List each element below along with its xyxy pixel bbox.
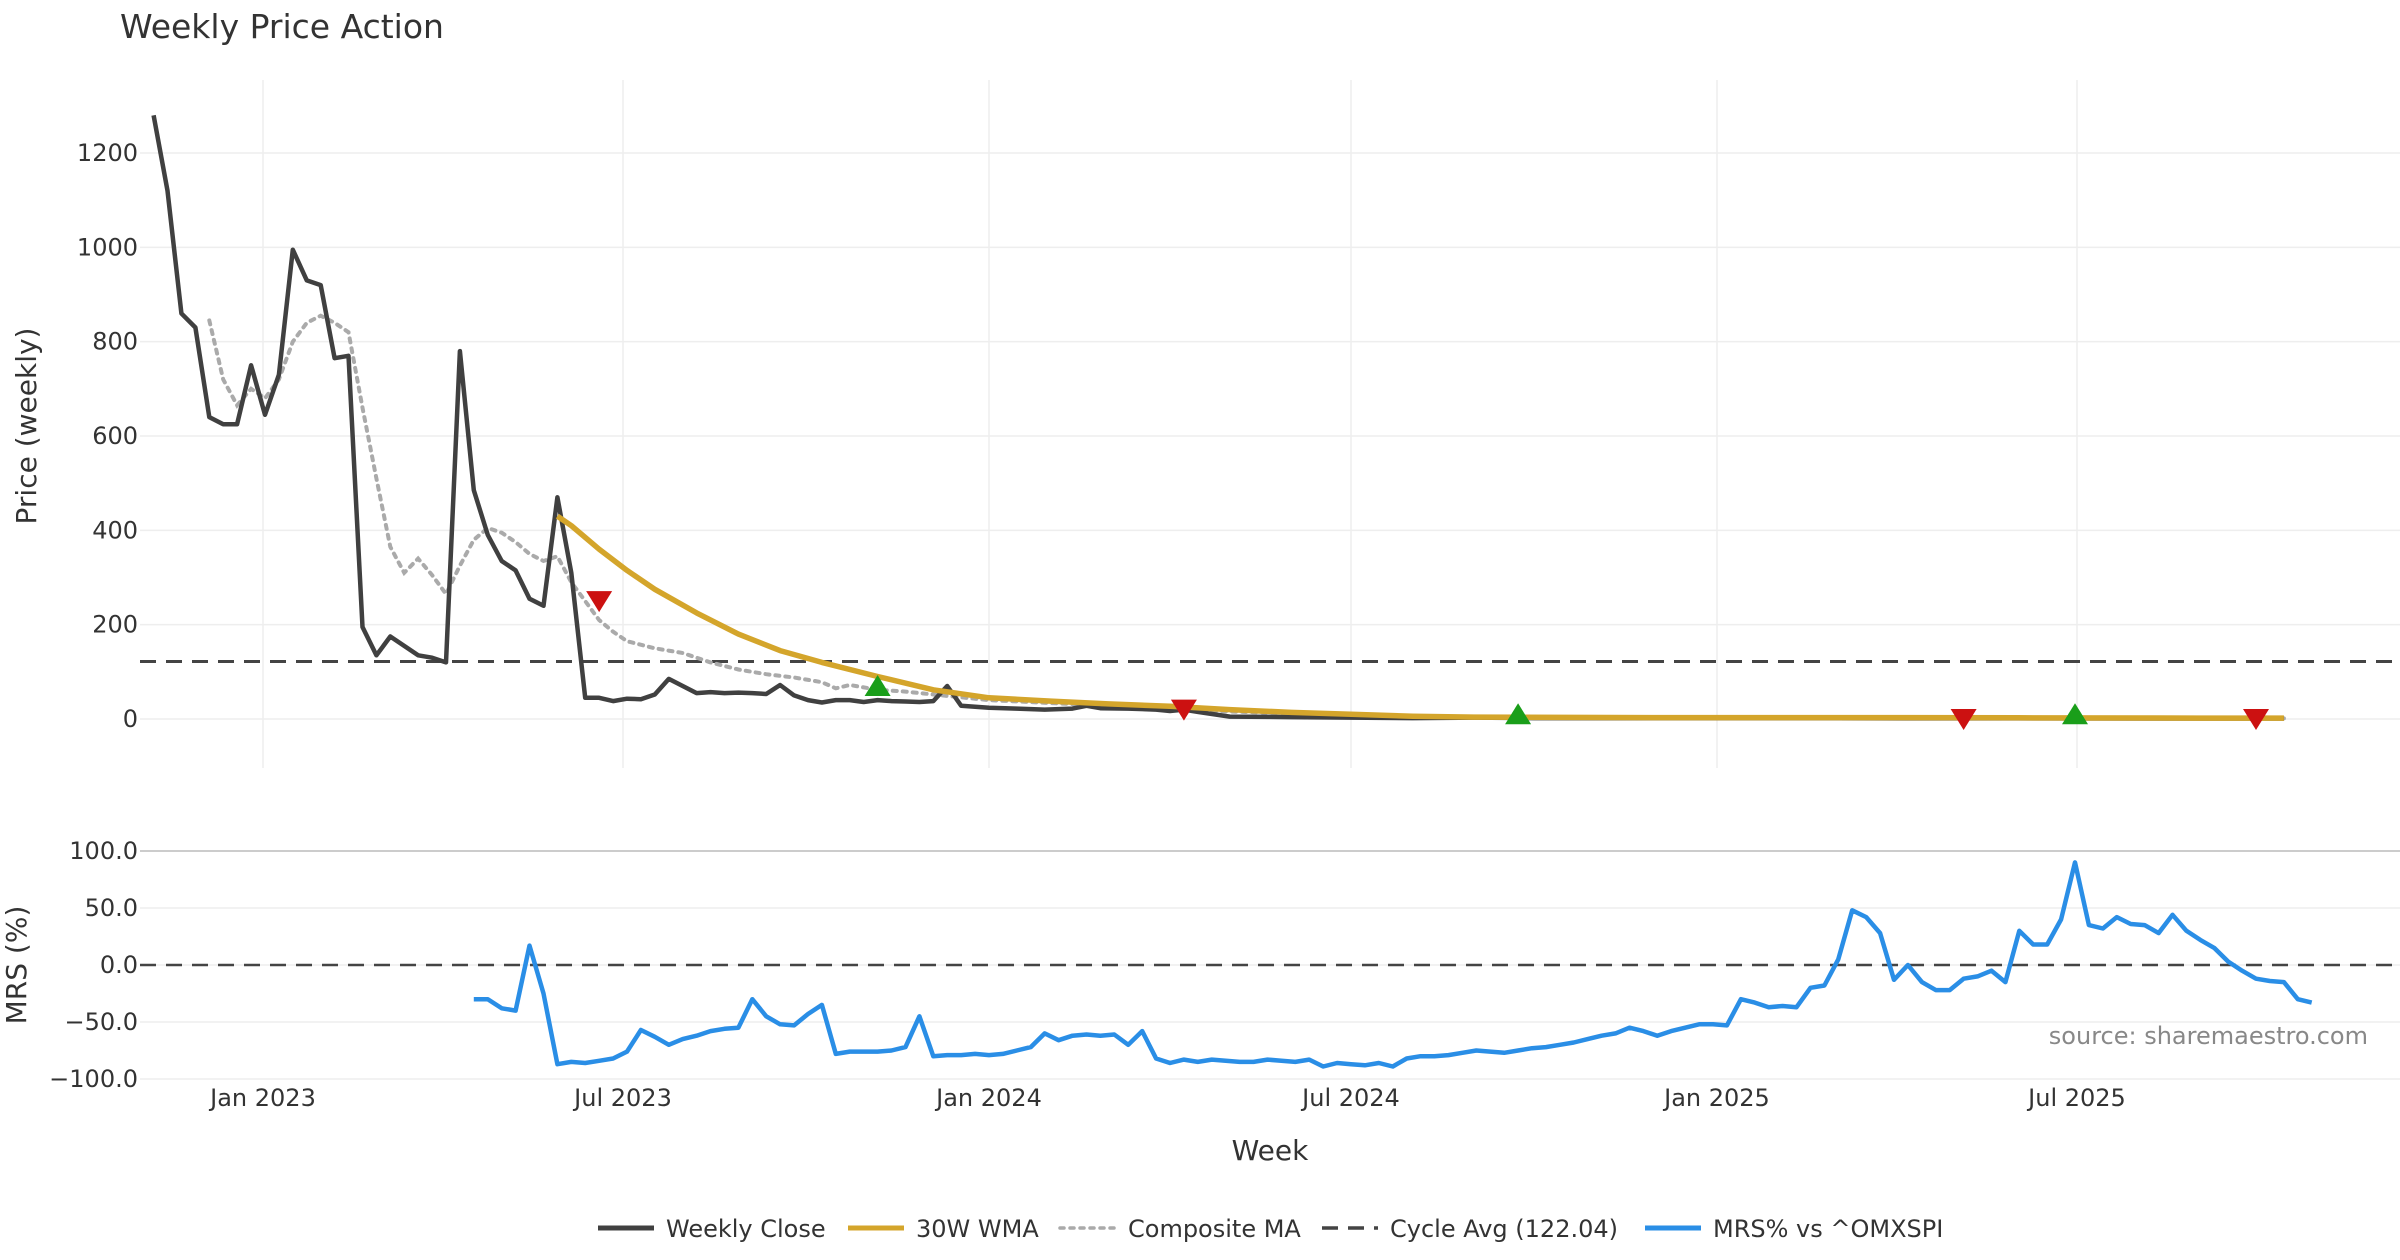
mrs-y-tick-label: −100.0	[49, 1065, 138, 1093]
price-axis-label: Price (weekly)	[10, 328, 43, 525]
legend-label: Cycle Avg (122.04)	[1390, 1215, 1618, 1243]
mrs-line	[473, 860, 2313, 1069]
price-y-tick-label: 400	[92, 516, 138, 544]
price-y-tick-label: 1200	[77, 139, 138, 167]
price-y-tick-label: 800	[92, 328, 138, 356]
legend-label: MRS% vs ^OMXSPI	[1713, 1215, 1943, 1243]
price-y-tick-label: 600	[92, 422, 138, 450]
price-y-ticks: 0 200 400 600 800 1000 1200	[77, 139, 138, 733]
legend-label: Composite MA	[1128, 1215, 1301, 1243]
sell-signal-marker	[1950, 709, 1977, 730]
price-grid	[140, 80, 2400, 768]
x-tick-label: Jul 2024	[1300, 1084, 1400, 1112]
buy-signal-marker	[864, 674, 891, 696]
mrs-y-tick-label: 50.0	[85, 894, 138, 922]
mrs-y-tick-label: −50.0	[64, 1008, 138, 1036]
mrs-axis-label: MRS (%)	[0, 906, 33, 1025]
x-tick-label: Jan 2025	[1662, 1084, 1770, 1112]
x-tick-label: Jul 2023	[572, 1084, 672, 1112]
weekly-close-line	[151, 114, 2284, 721]
price-y-tick-label: 0	[123, 705, 138, 733]
composite-ma-line	[207, 313, 2286, 721]
x-tick-label: Jul 2025	[2026, 1084, 2126, 1112]
x-axis-label: Week	[1232, 1134, 1309, 1167]
legend: Weekly Close 30W WMA Composite MA Cycle Avg…	[598, 1215, 1943, 1243]
legend-label: Weekly Close	[666, 1215, 826, 1243]
sell-signal-marker	[2243, 709, 2270, 730]
mrs-y-tick-label: 100.0	[69, 837, 138, 865]
price-y-tick-label: 200	[92, 611, 138, 639]
source-note: source: sharemaestro.com	[2049, 1022, 2368, 1050]
mrs-y-tick-label: 0.0	[100, 951, 138, 979]
chart-title: Weekly Price Action	[120, 7, 444, 46]
wma-30w-line	[555, 513, 2284, 721]
legend-label: 30W WMA	[916, 1215, 1039, 1243]
buy-signal-marker	[1505, 703, 1532, 725]
sell-signal-marker	[586, 591, 613, 613]
x-ticks: Jan 2023 Jul 2023 Jan 2024 Jul 2024 Jan 2025…	[208, 1084, 2126, 1112]
buy-signal-marker	[2062, 703, 2089, 725]
price-series	[140, 114, 2400, 721]
x-tick-label: Jan 2023	[208, 1084, 316, 1112]
price-y-tick-label: 1000	[77, 233, 138, 261]
mrs-series	[140, 860, 2400, 1069]
signal-markers	[586, 591, 2270, 730]
sell-signal-marker	[1170, 699, 1197, 721]
x-tick-label: Jan 2024	[934, 1084, 1042, 1112]
mrs-y-ticks: −100.0 −50.0 0.0 50.0 100.0	[49, 837, 138, 1093]
